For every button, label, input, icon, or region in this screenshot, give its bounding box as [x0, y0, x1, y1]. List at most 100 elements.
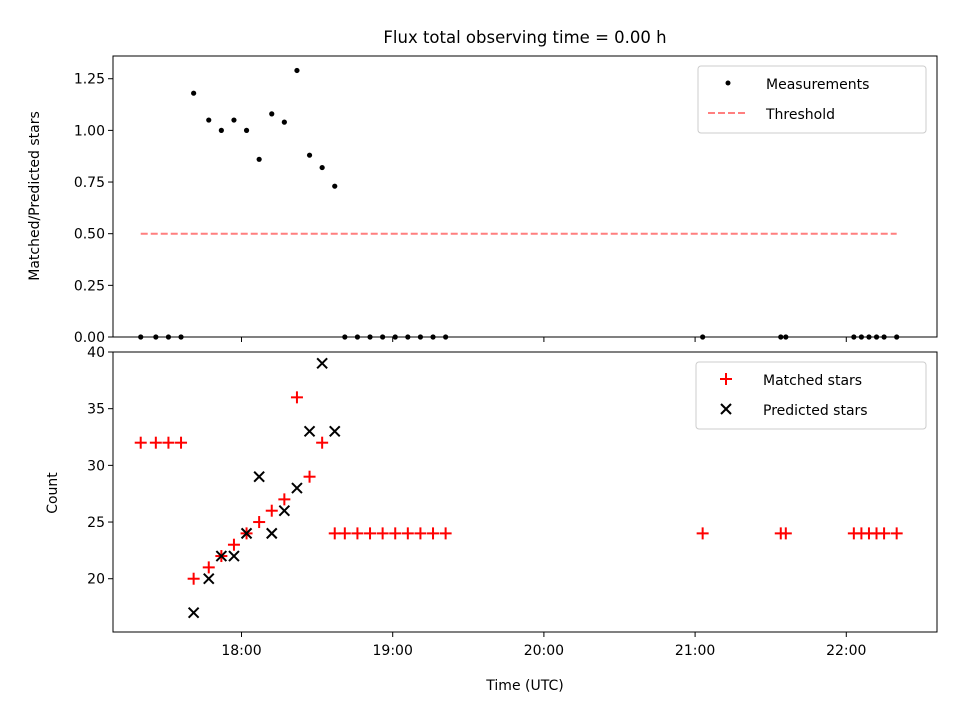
- top-plot-area: 0.00 0.25 0.50 0.75 1.00 1.25: [74, 55, 938, 346]
- top-y-tick-label: 0.00: [74, 330, 105, 346]
- matched-stars-point: [328, 527, 341, 540]
- predicted-stars-point: [329, 425, 341, 438]
- measurement-point: [430, 334, 436, 340]
- matched-stars-point: [779, 527, 792, 540]
- measurement-point: [443, 334, 449, 340]
- measurement-point: [231, 117, 237, 123]
- measurement-point: [218, 127, 224, 133]
- bottom-x-tick-label: 21:00: [675, 643, 715, 659]
- matched-stars-point: [303, 470, 316, 483]
- measurement-point: [894, 334, 900, 340]
- bottom-y-tick-label: 40: [87, 345, 105, 361]
- measurement-point: [342, 334, 348, 340]
- bottom-axes-frame: [112, 351, 938, 633]
- bottom-y-axis-label: Count: [45, 472, 61, 514]
- top-chart-title: Flux total observing time = 0.00 h: [383, 28, 666, 47]
- matched-stars-point: [202, 561, 215, 574]
- matched-stars-point: [134, 436, 147, 449]
- bottom-legend: Matched stars Predicted stars: [695, 361, 927, 430]
- matched-stars-point: [316, 436, 329, 449]
- measurement-point: [392, 334, 398, 340]
- measurement-point: [332, 183, 338, 189]
- legend-measurements-label: Measurements: [766, 77, 869, 93]
- predicted-stars-point: [187, 607, 200, 619]
- measurement-point: [858, 334, 865, 340]
- measurement-point: [783, 334, 789, 340]
- measurement-point: [778, 334, 784, 340]
- matched-stars-point: [338, 527, 351, 540]
- measurement-point: [153, 334, 159, 340]
- measurement-point: [294, 67, 300, 74]
- matched-stars-point: [376, 527, 389, 540]
- measurement-point: [367, 334, 373, 340]
- measurement-point: [191, 90, 197, 96]
- measurement-point: [281, 119, 287, 125]
- bottom-panel: 20 25 30 35 40 18:00 19:00 20:00 21:00 22:00 Coun…: [45, 345, 938, 694]
- matched-stars-point: [187, 572, 200, 585]
- predicted-stars-point: [278, 504, 291, 517]
- matched-stars-point: [696, 527, 709, 540]
- legend-matched-marker: [720, 373, 732, 385]
- matched-stars-point: [149, 436, 162, 449]
- measurement-point: [206, 117, 212, 123]
- bottom-x-tick-label: 20:00: [524, 643, 564, 659]
- matched-stars-point: [401, 527, 414, 540]
- measurement-point: [319, 164, 325, 171]
- predicted-stars-point: [303, 425, 316, 438]
- matched-stars-point: [427, 527, 440, 540]
- matched-stars-point: [414, 527, 427, 540]
- top-y-axis-label: Matched/Predicted stars: [27, 111, 43, 281]
- measurement-point: [380, 334, 386, 340]
- bottom-y-tick-label: 20: [87, 572, 105, 588]
- top-legend-frame: [697, 65, 927, 134]
- measurement-point: [306, 152, 313, 158]
- top-y-tick-label: 1.25: [74, 72, 105, 88]
- legend-predicted-marker: [720, 403, 732, 415]
- top-panel: Flux total observing time = 0.00 h 0.000…: [27, 28, 938, 346]
- matched-stars-point: [265, 504, 278, 517]
- top-legend: Measurements Threshold: [697, 65, 927, 134]
- top-axes-frame: [112, 55, 938, 338]
- predicted-stars-point: [291, 482, 303, 494]
- predicted-stars-point: [316, 357, 328, 370]
- predicted-stars-point: [203, 573, 215, 585]
- measurement-point: [405, 334, 411, 340]
- legend-matched-label: Matched stars: [763, 373, 862, 389]
- matched-stars-point: [253, 516, 266, 529]
- measurement-point: [165, 334, 172, 340]
- matched-stars-point: [290, 391, 303, 404]
- measurement-point: [417, 334, 424, 340]
- predicted-stars-point: [228, 550, 240, 562]
- measurement-point: [269, 111, 275, 117]
- bottom-legend-frame: [695, 361, 927, 430]
- measurement-point: [256, 156, 262, 162]
- measurement-point: [881, 334, 887, 340]
- matched-stars-point: [878, 527, 891, 540]
- matched-stars-point: [278, 493, 291, 506]
- bottom-x-tick-label: 19:00: [373, 643, 413, 659]
- top-y-tick-label: 0.50: [74, 227, 105, 243]
- measurement-point: [138, 334, 144, 340]
- top-y-tick-label: 1.00: [74, 123, 105, 139]
- legend-threshold-label: Threshold: [765, 107, 835, 123]
- bottom-x-tick-label: 22:00: [826, 643, 866, 659]
- matched-stars-point: [227, 538, 240, 551]
- matched-stars-point: [890, 527, 903, 540]
- bottom-x-tick-label: 18:00: [221, 643, 261, 659]
- predicted-stars-point: [215, 550, 228, 562]
- measurement-point: [873, 334, 880, 340]
- predicted-stars-point: [253, 470, 265, 483]
- matched-stars-point: [364, 527, 377, 540]
- matched-stars-point: [389, 527, 402, 540]
- matched-stars-point: [439, 527, 452, 540]
- bottom-plot-area: 20 25 30 35 40 18:00 19:00 20:00 21:00 22:00: [87, 345, 938, 659]
- measurement-point: [851, 334, 857, 340]
- x-axis-label: Time (UTC): [485, 678, 563, 694]
- matched-stars-point: [351, 527, 364, 540]
- measurement-point: [866, 334, 872, 340]
- matched-stars-point: [162, 436, 175, 449]
- top-y-tick-label: 0.75: [74, 175, 105, 191]
- measurement-point: [354, 334, 361, 340]
- top-y-tick-label: 0.25: [74, 278, 105, 294]
- legend-measurements-marker: [725, 80, 731, 86]
